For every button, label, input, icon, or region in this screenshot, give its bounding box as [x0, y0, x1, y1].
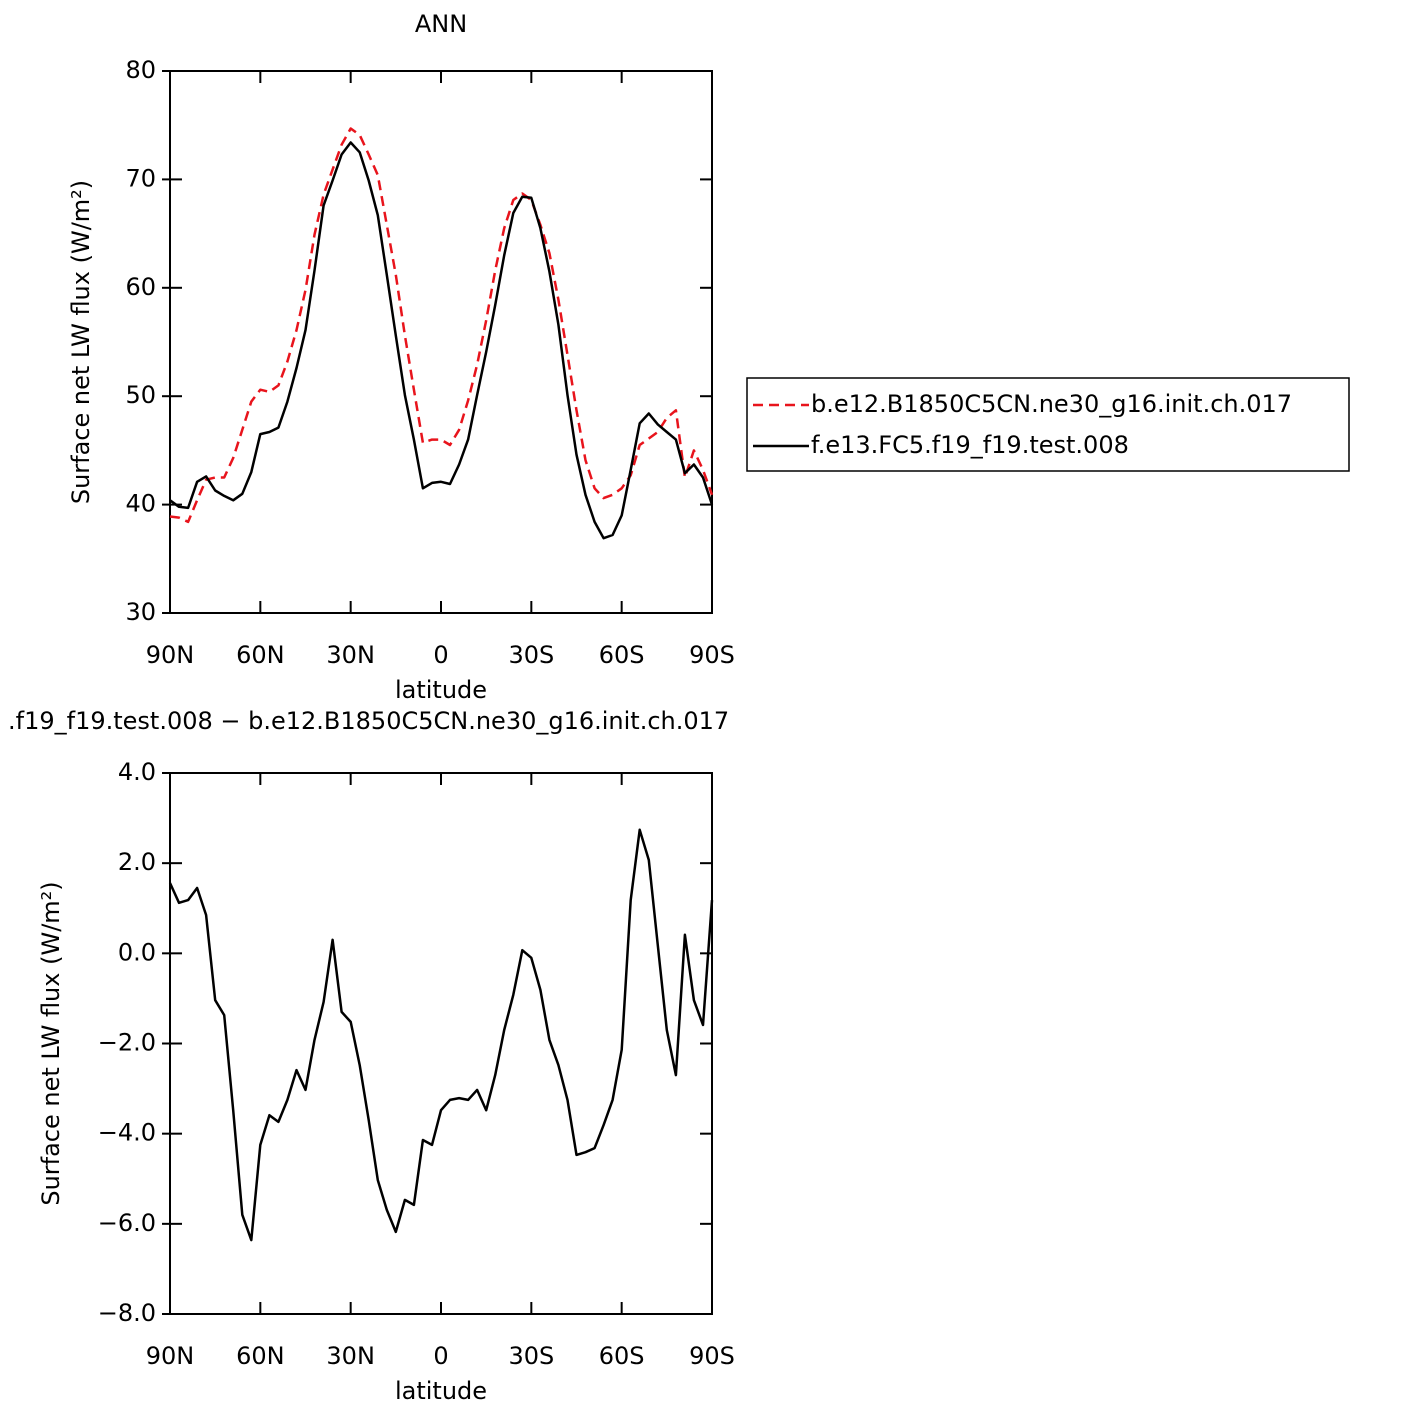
x-tick-label: 60S	[599, 641, 645, 669]
x-tick-label: 0	[433, 1342, 448, 1370]
plot-frame	[169, 70, 713, 614]
y-tick-label: −4.0	[98, 1119, 156, 1147]
y-tick-label: 70	[125, 164, 156, 192]
chart-title: ANN	[415, 10, 467, 38]
y-tick-label: 30	[125, 598, 156, 626]
y-tick-label: 60	[125, 273, 156, 301]
x-tick-label: 30S	[508, 641, 554, 669]
x-tick-label: 90S	[689, 641, 735, 669]
y-axis-label: Surface net LW flux (W/m²)	[67, 180, 95, 504]
y-tick-label: 80	[125, 56, 156, 84]
x-tick-label: 0	[433, 641, 448, 669]
x-tick-label: 30N	[326, 641, 375, 669]
x-tick-label: 90N	[146, 1342, 195, 1370]
x-axis-label: latitude	[395, 676, 487, 704]
y-tick-label: 40	[125, 490, 156, 518]
x-tick-label: 60N	[236, 1342, 285, 1370]
data-line	[169, 141, 714, 540]
y-tick-label: −8.0	[98, 1299, 156, 1327]
x-tick-label: 90N	[146, 641, 195, 669]
x-tick-label: 30S	[508, 1342, 554, 1370]
x-tick-label: 30N	[326, 1342, 375, 1370]
y-tick-label: −6.0	[98, 1209, 156, 1237]
x-axis-label: latitude	[395, 1377, 487, 1405]
y-tick-label: 4.0	[118, 758, 156, 786]
y-tick-label: −2.0	[98, 1029, 156, 1057]
legend-box	[746, 377, 1350, 472]
data-line	[169, 127, 714, 524]
legend-label: b.e12.B1850C5CN.ne30_g16.init.ch.017	[811, 390, 1292, 418]
data-line	[168, 828, 714, 1242]
y-tick-label: 50	[125, 381, 156, 409]
y-axis-label: Surface net LW flux (W/m²)	[37, 881, 65, 1205]
y-tick-label: 0.0	[118, 938, 156, 966]
x-tick-label: 60S	[599, 1342, 645, 1370]
legend-label: f.e13.FC5.f19_f19.test.008	[811, 431, 1129, 459]
x-tick-label: 60N	[236, 641, 285, 669]
y-tick-label: 2.0	[118, 848, 156, 876]
chart-title: .f19_f19.test.008 − b.e12.B1850C5CN.ne30…	[8, 707, 729, 735]
x-tick-label: 90S	[689, 1342, 735, 1370]
